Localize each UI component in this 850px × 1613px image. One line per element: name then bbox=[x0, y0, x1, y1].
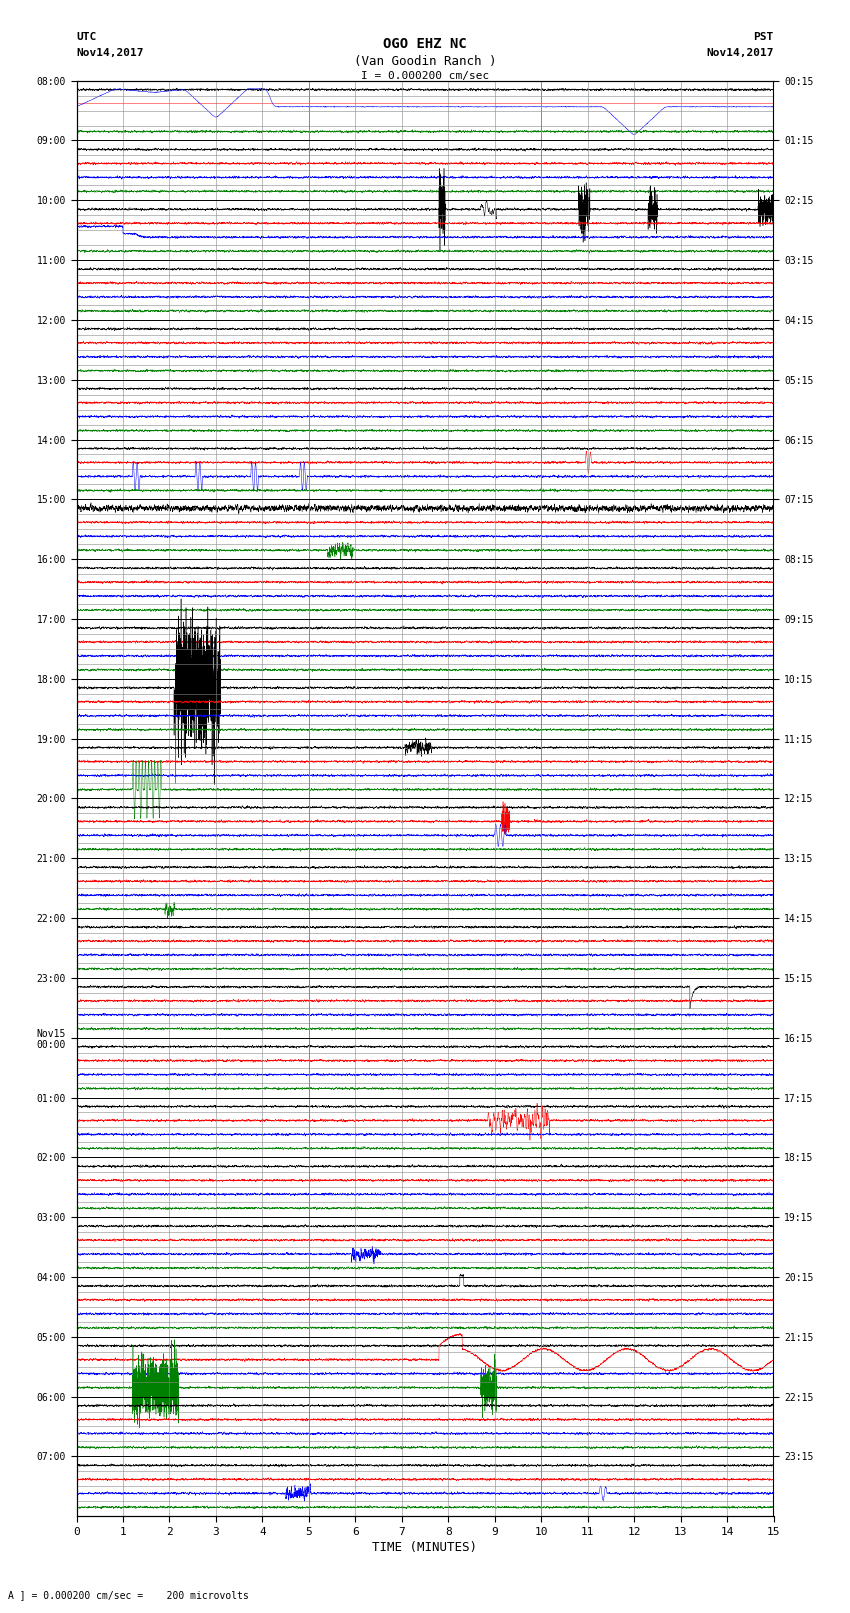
Text: Nov14,2017: Nov14,2017 bbox=[76, 48, 144, 58]
Text: (Van Goodin Ranch ): (Van Goodin Ranch ) bbox=[354, 55, 496, 68]
X-axis label: TIME (MINUTES): TIME (MINUTES) bbox=[372, 1540, 478, 1553]
Text: I = 0.000200 cm/sec: I = 0.000200 cm/sec bbox=[361, 71, 489, 81]
Text: OGO EHZ NC: OGO EHZ NC bbox=[383, 37, 467, 52]
Text: A ] = 0.000200 cm/sec =    200 microvolts: A ] = 0.000200 cm/sec = 200 microvolts bbox=[8, 1590, 249, 1600]
Text: UTC: UTC bbox=[76, 32, 97, 42]
Text: Nov14,2017: Nov14,2017 bbox=[706, 48, 774, 58]
Text: PST: PST bbox=[753, 32, 774, 42]
